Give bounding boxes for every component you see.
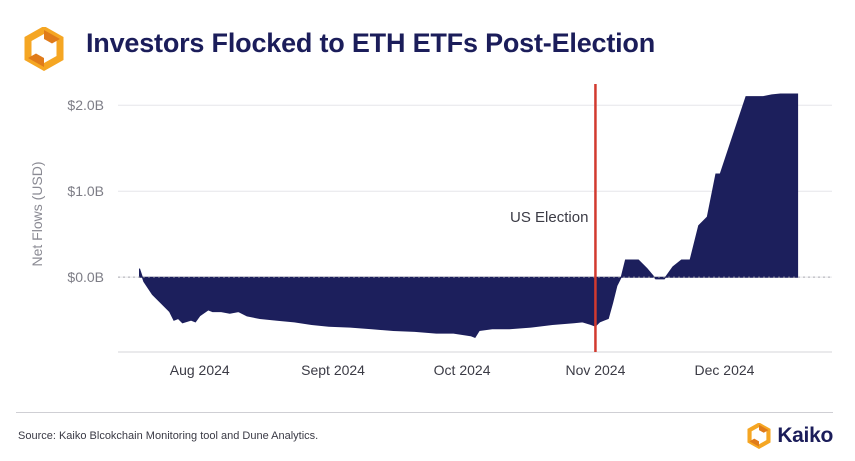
x-tick-label: Oct 2024 <box>434 362 491 378</box>
kaiko-logo-icon <box>747 423 771 449</box>
x-tick-label: Dec 2024 <box>695 362 755 378</box>
kaiko-logo-icon <box>24 27 64 71</box>
net-flows-area <box>139 93 799 339</box>
footer-divider <box>16 412 833 413</box>
election-annotation: US Election <box>510 209 588 226</box>
y-tick-label: $0.0B <box>67 269 104 285</box>
y-tick-label: $1.0B <box>67 183 104 199</box>
brand-name: Kaiko <box>777 424 833 447</box>
brand: Kaiko <box>746 421 833 451</box>
x-tick-label: Sept 2024 <box>301 362 365 378</box>
y-tick-label: $2.0B <box>67 97 104 113</box>
x-tick-label: Aug 2024 <box>170 362 230 378</box>
chart-title: Investors Flocked to ETH ETFs Post-Elect… <box>86 28 655 58</box>
source-note: Source: Kaiko Blcokchain Monitoring tool… <box>18 430 319 442</box>
y-axis-label: Net Flows (USD) <box>29 161 45 266</box>
x-tick-label: Nov 2024 <box>565 362 625 378</box>
